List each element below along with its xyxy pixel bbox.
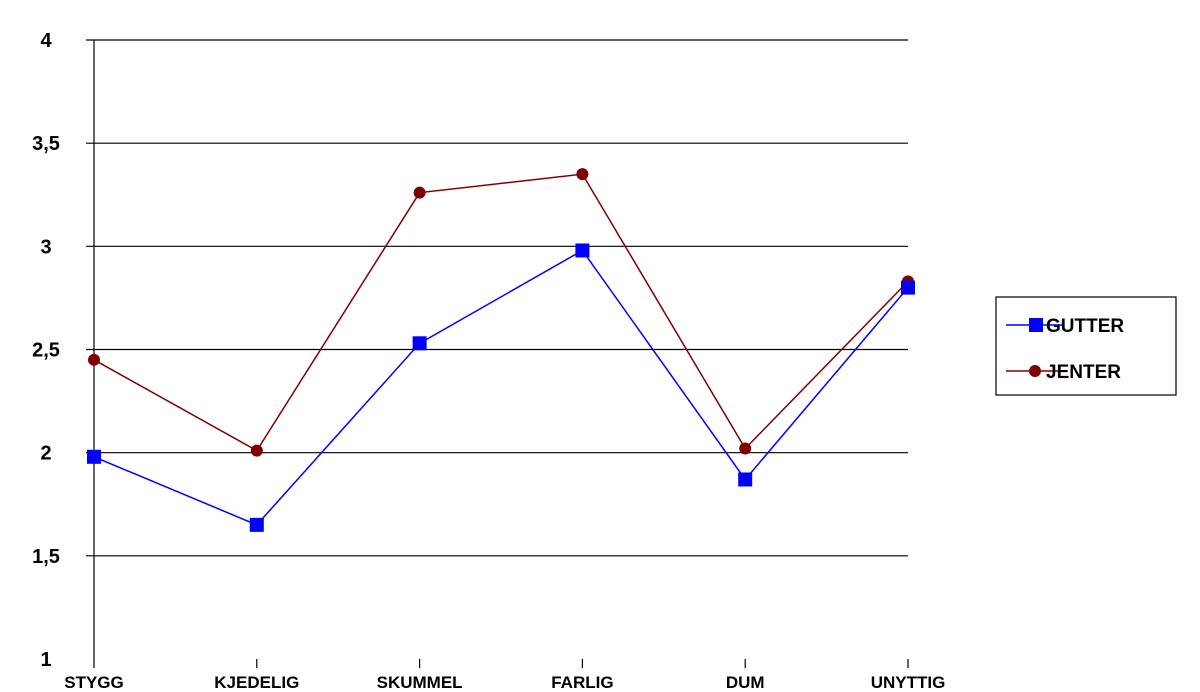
point-jenter bbox=[576, 168, 589, 181]
x-tick-labels: STYGG KJEDELIG SKUMMEL FARLIG DUM UNYTTIG bbox=[64, 673, 945, 692]
point-jenter bbox=[413, 186, 426, 199]
legend-marker-gutter bbox=[1029, 318, 1043, 332]
x-tick-label: SKUMMEL bbox=[377, 673, 463, 692]
point-jenter bbox=[739, 442, 752, 455]
gridlines bbox=[86, 39, 908, 557]
y-tick-label: 3,5 bbox=[32, 133, 60, 155]
point-gutter bbox=[87, 449, 101, 464]
series-line-gutter bbox=[93, 249, 909, 526]
y-tick-label: 3 bbox=[40, 236, 51, 258]
legend-label-jenter: JENTER bbox=[1046, 362, 1121, 383]
y-tick-label: 2,5 bbox=[32, 340, 60, 362]
series-line-jenter bbox=[93, 173, 909, 452]
series-group bbox=[87, 168, 915, 532]
point-gutter bbox=[412, 336, 427, 351]
point-jenter bbox=[88, 353, 100, 366]
y-tick-labels: 1 1,5 2 2,5 3 3,5 4 bbox=[32, 30, 60, 671]
y-tick-label: 4 bbox=[40, 30, 52, 52]
x-tick-label: STYGG bbox=[64, 673, 124, 692]
axes bbox=[93, 40, 909, 668]
x-tick-label: FARLIG bbox=[551, 673, 613, 692]
x-tick-label: UNYTTIG bbox=[871, 673, 946, 692]
y-tick-label: 1 bbox=[40, 649, 51, 671]
legend: GUTTER JENTER bbox=[995, 296, 1177, 396]
legend-marker-jenter bbox=[1029, 365, 1041, 377]
point-gutter bbox=[575, 243, 590, 258]
point-jenter bbox=[250, 444, 263, 457]
x-tick-label: DUM bbox=[726, 673, 765, 692]
point-gutter bbox=[738, 472, 753, 487]
y-tick-label: 1,5 bbox=[32, 546, 60, 568]
legend-label-gutter: GUTTER bbox=[1046, 316, 1124, 337]
legend-box bbox=[995, 296, 1177, 396]
x-tick-label: KJEDELIG bbox=[214, 673, 299, 692]
point-gutter bbox=[901, 280, 915, 295]
y-tick-label: 2 bbox=[40, 443, 51, 465]
point-gutter bbox=[249, 517, 264, 532]
